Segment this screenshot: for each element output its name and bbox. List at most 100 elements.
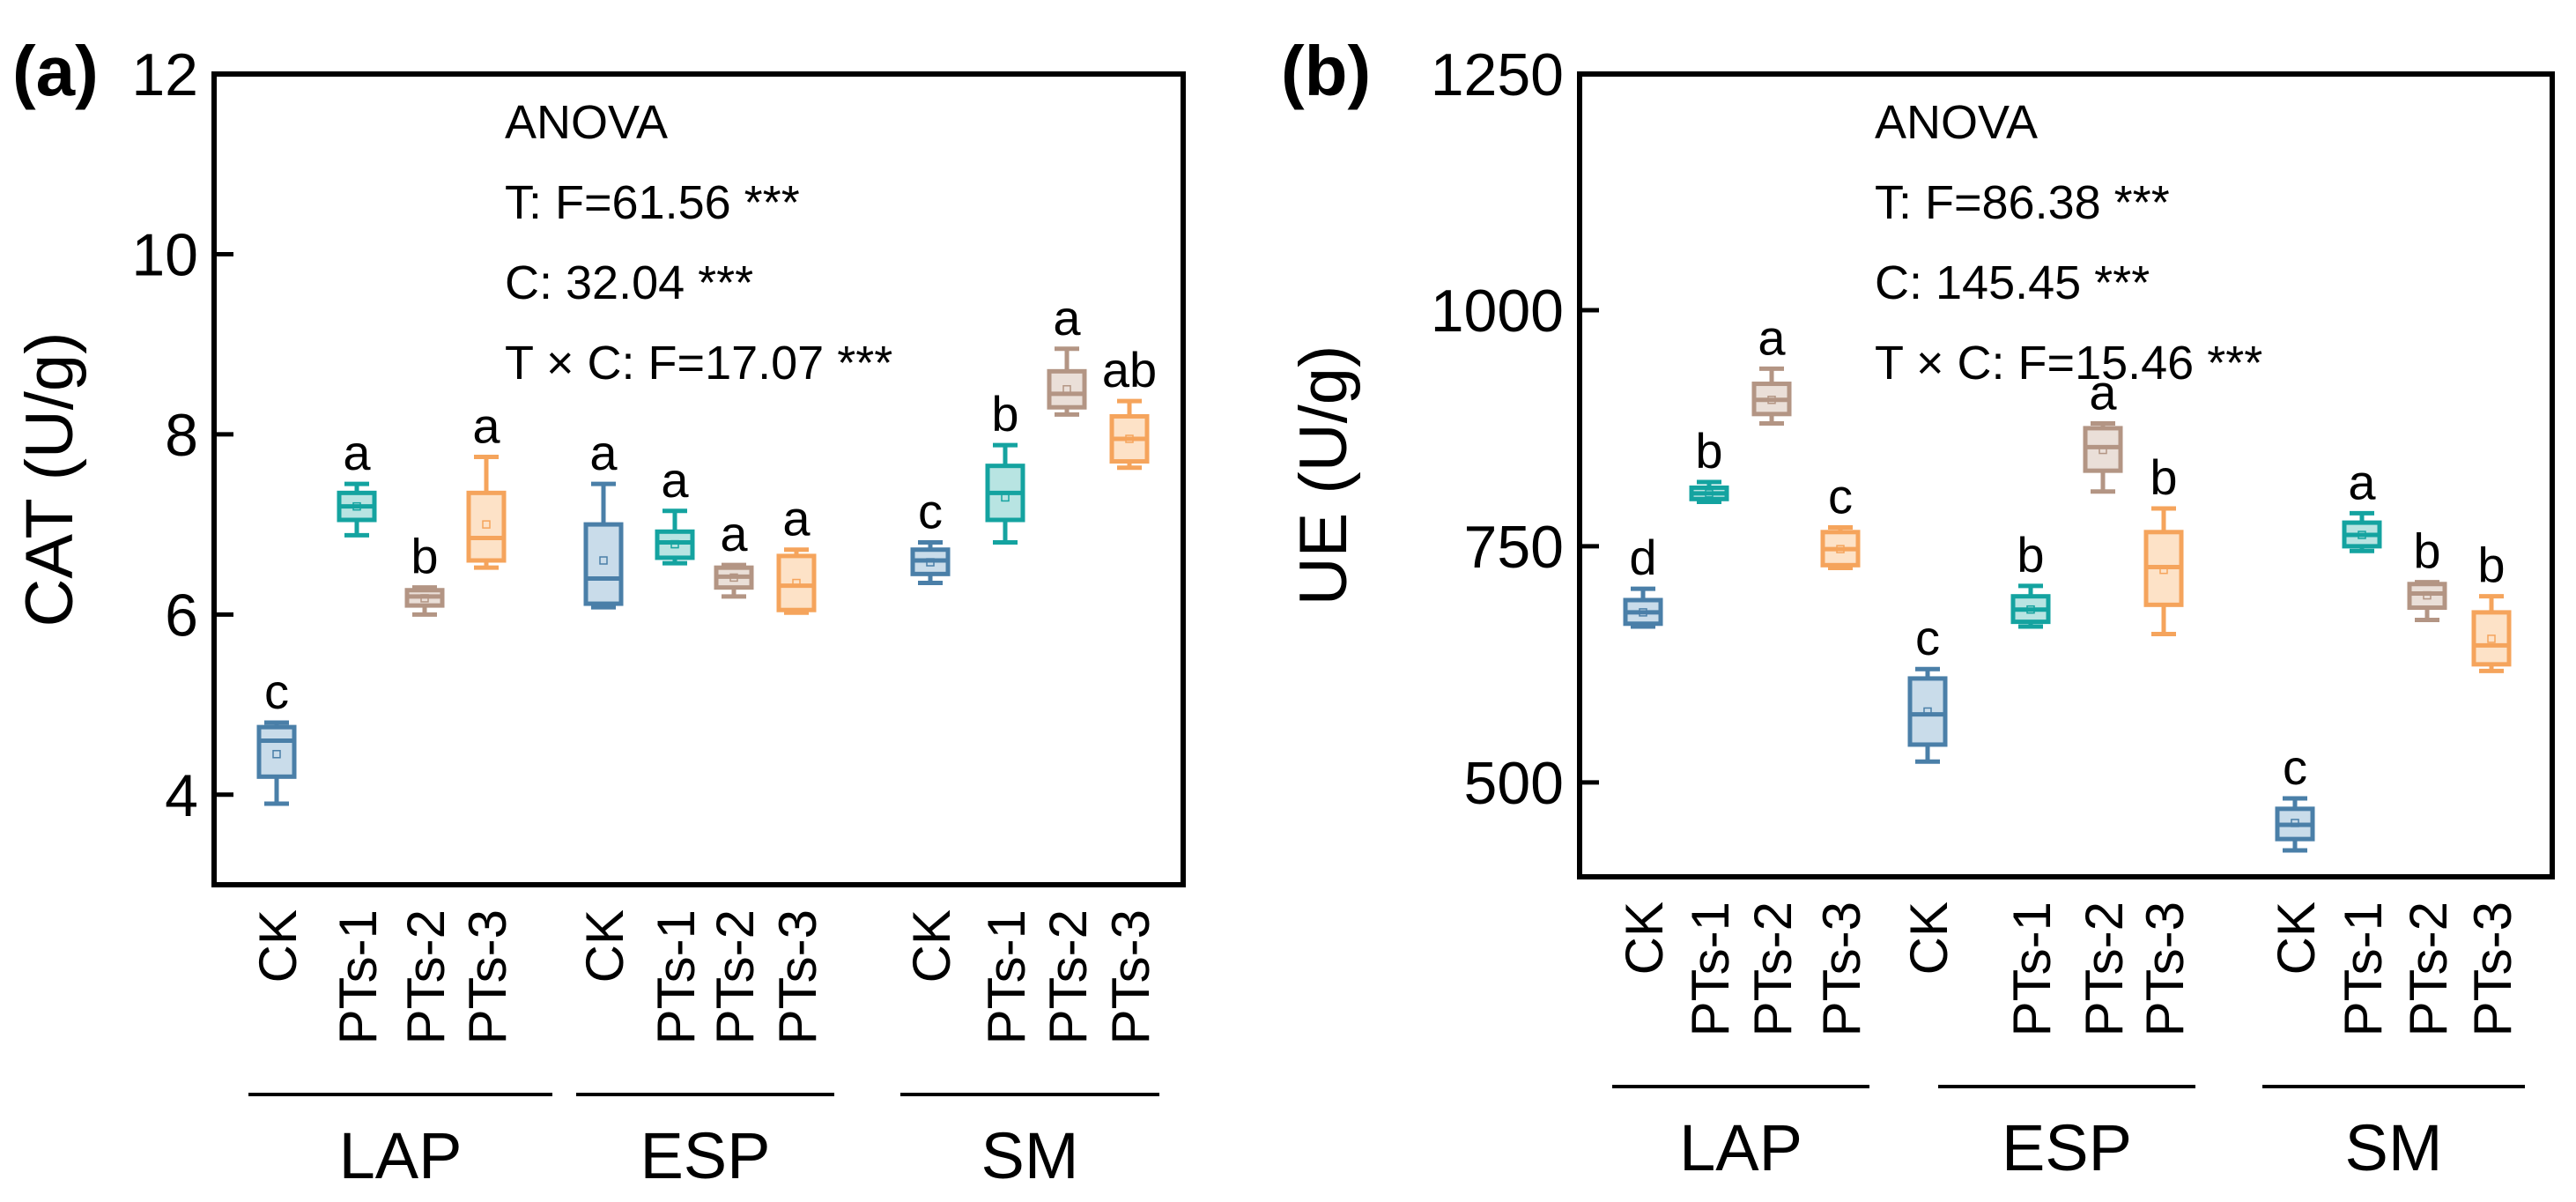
box-lap-pts-2: a PTs-2 [1743, 309, 1802, 1036]
group-label: ESP [2002, 1111, 2132, 1184]
significance-letter: b [2017, 527, 2044, 582]
box-lap-ck: d CK [1615, 530, 1674, 975]
x-category-label: PTs-1 [647, 909, 706, 1044]
box-mean [272, 750, 281, 759]
significance-letter: b [411, 529, 438, 584]
anova-line: C: 145.45 *** [1875, 256, 2150, 309]
x-category-label: PTs-1 [2334, 902, 2393, 1036]
box-esp-pts-1: b PTs-1 [2002, 527, 2062, 1036]
y-tick-label: 10 [131, 221, 198, 288]
x-category-label: PTs-1 [1681, 902, 1740, 1036]
box-sm-pts-3: ab PTs-3 [1101, 342, 1160, 1044]
x-category-label: CK [1615, 902, 1674, 975]
box-sm-pts-3: b PTs-3 [2463, 538, 2522, 1037]
box-body [776, 553, 817, 612]
significance-letter: a [2348, 454, 2376, 509]
box-lap-pts-1: b PTs-1 [1681, 423, 1740, 1036]
box-sm-ck: c CK [2267, 739, 2326, 975]
x-category-label: PTs-1 [2002, 902, 2062, 1036]
anova-line: T: F=61.56 *** [505, 176, 800, 229]
significance-letter: d [1629, 530, 1656, 585]
x-category-label: PTs-1 [329, 909, 388, 1044]
box-esp-pts-1: a PTs-1 [647, 452, 706, 1045]
y-tick-label: 1000 [1431, 278, 1564, 345]
box-esp-pts-2: a PTs-2 [706, 506, 765, 1044]
anova-line: T × C: F=15.46 *** [1875, 337, 2262, 390]
significance-letter: ab [1102, 342, 1157, 397]
x-category-label: PTs-3 [1812, 902, 1871, 1036]
significance-letter: c [2283, 739, 2307, 795]
group-label: SM [981, 1119, 1079, 1192]
box-mean [2358, 531, 2366, 539]
box-body [2083, 426, 2123, 473]
box-mean [1125, 434, 1134, 443]
box-mean [1923, 707, 1932, 716]
box-mean [1062, 385, 1071, 394]
significance-letter: c [264, 664, 289, 719]
box-mean [1001, 493, 1010, 502]
significance-letter: b [2413, 523, 2440, 579]
box-mean [2099, 445, 2107, 455]
significance-letter: c [1828, 468, 1853, 523]
box-mean [599, 556, 608, 565]
box-esp-pts-2: a PTs-2 [2075, 365, 2134, 1037]
box-esp-pts-3: a PTs-3 [768, 491, 827, 1045]
panel-b: (b) 500 750 1000 1250 UE (U/g) ANOVA T: F=86.38… [1281, 32, 2555, 1184]
x-category-label: PTs-3 [2136, 902, 2195, 1036]
group-label: SM [2345, 1111, 2443, 1184]
box-mean [2423, 590, 2432, 600]
significance-letter: a [661, 452, 689, 508]
box-sm-pts-2: b PTs-2 [2399, 523, 2458, 1037]
significance-letter: c [918, 484, 943, 539]
box-sm-pts-1: b PTs-1 [977, 386, 1036, 1044]
box-body [655, 529, 695, 560]
box-body [466, 490, 507, 563]
box-body [2471, 610, 2512, 667]
box-mean [2291, 819, 2299, 827]
box-body [256, 724, 297, 779]
anova-line: C: 32.04 *** [505, 256, 753, 309]
group-label: LAP [339, 1119, 463, 1192]
anova-line: T × C: F=17.07 *** [505, 337, 892, 390]
box-mean [792, 578, 801, 588]
y-tick-label: 12 [131, 41, 198, 108]
panel-a: (a) 4 6 8 10 12 CAT (U/g) ANOVA T: F=61.56 *** C:… [12, 32, 1186, 1192]
x-category-label: PTs-3 [458, 909, 517, 1044]
box-mean [420, 594, 429, 603]
plot-frame [211, 71, 1186, 887]
x-category-label: PTs-3 [2463, 902, 2522, 1036]
box-sm-ck: c CK [902, 484, 961, 983]
significance-letter: c [1915, 610, 1940, 665]
box-sm-pts-1: a PTs-1 [2334, 454, 2393, 1036]
y-tick-label: 750 [1464, 514, 1564, 581]
significance-letter: b [991, 386, 1018, 441]
box-lap-pts-3: c PTs-3 [1812, 468, 1871, 1036]
box-mean [2159, 565, 2168, 575]
x-category-label: PTs-3 [768, 909, 827, 1044]
box-mean [2487, 634, 2496, 643]
box-mean [352, 501, 361, 511]
x-category-label: PTs-2 [1039, 909, 1098, 1044]
significance-letter: a [720, 506, 748, 561]
box-mean [926, 558, 935, 567]
box-lap-pts-1: a PTs-1 [329, 425, 388, 1044]
box-mean [1705, 489, 1714, 498]
box-mean [1767, 396, 1776, 404]
x-category-label: PTs-2 [2399, 902, 2458, 1036]
significance-letter: a [1758, 309, 1786, 365]
box-body [2407, 582, 2447, 611]
significance-letter: a [472, 397, 500, 453]
x-category-label: CK [902, 909, 961, 983]
significance-letter: a [1053, 290, 1081, 345]
box-mean [2026, 605, 2035, 614]
box-mean [1836, 545, 1845, 553]
group-label: ESP [640, 1119, 770, 1192]
y-tick-label: 4 [165, 762, 198, 829]
box-mean [482, 520, 491, 529]
x-category-label: PTs-2 [706, 909, 765, 1044]
box-lap-ck: c CK [248, 664, 307, 983]
x-category-label: CK [1899, 902, 1958, 975]
box-body [1907, 676, 1948, 747]
x-category-label: PTs-2 [2075, 902, 2134, 1036]
y-tick-label: 1250 [1431, 41, 1564, 108]
